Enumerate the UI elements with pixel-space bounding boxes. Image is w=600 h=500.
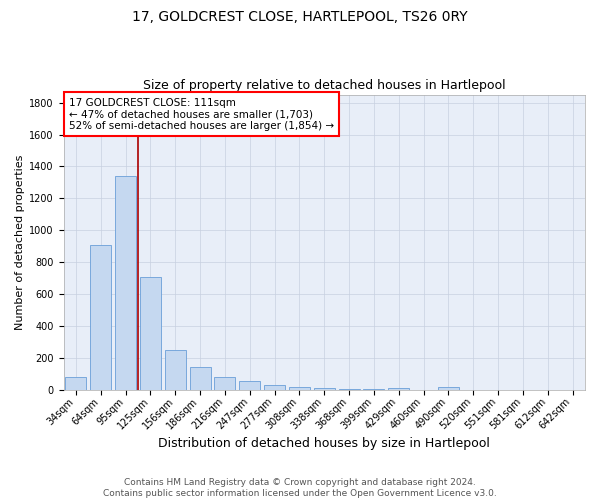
Bar: [289, 387, 310, 390]
Bar: [338, 389, 359, 390]
Bar: [438, 387, 459, 390]
Bar: [214, 377, 235, 390]
Y-axis label: Number of detached properties: Number of detached properties: [15, 154, 25, 330]
X-axis label: Distribution of detached houses by size in Hartlepool: Distribution of detached houses by size …: [158, 437, 490, 450]
Title: Size of property relative to detached houses in Hartlepool: Size of property relative to detached ho…: [143, 79, 506, 92]
Text: 17, GOLDCREST CLOSE, HARTLEPOOL, TS26 0RY: 17, GOLDCREST CLOSE, HARTLEPOOL, TS26 0R…: [132, 10, 468, 24]
Bar: [264, 386, 285, 390]
Text: 17 GOLDCREST CLOSE: 111sqm
← 47% of detached houses are smaller (1,703)
52% of s: 17 GOLDCREST CLOSE: 111sqm ← 47% of deta…: [69, 98, 334, 130]
Bar: [190, 366, 211, 390]
Bar: [239, 381, 260, 390]
Bar: [140, 276, 161, 390]
Bar: [90, 245, 112, 390]
Text: Contains HM Land Registry data © Crown copyright and database right 2024.
Contai: Contains HM Land Registry data © Crown c…: [103, 478, 497, 498]
Bar: [314, 388, 335, 390]
Bar: [115, 176, 136, 390]
Bar: [388, 388, 409, 390]
Bar: [65, 376, 86, 390]
Bar: [165, 350, 186, 390]
